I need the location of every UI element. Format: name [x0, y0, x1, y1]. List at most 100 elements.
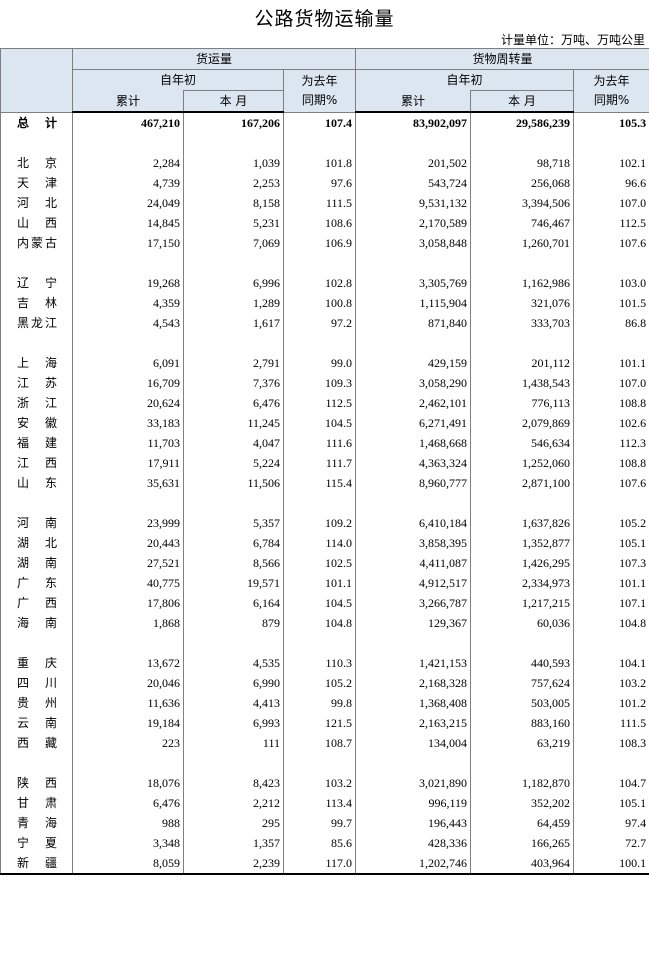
value-cell: 107.6 — [573, 233, 649, 253]
empty-cell — [72, 333, 184, 353]
row-name: 云 南 — [17, 716, 57, 730]
header-cell: 本 月 — [183, 90, 284, 113]
value-cell: 20,624 — [72, 393, 184, 413]
value-cell: 101.5 — [573, 293, 649, 313]
row-name: 青 海 — [17, 816, 57, 830]
value-cell: 256,068 — [470, 173, 575, 193]
table-row: 河 南 23,999 5,357 109.2 6,410,184 1,637,826 105… — [0, 513, 649, 533]
empty-cell — [573, 333, 649, 353]
value-cell: 201,112 — [470, 353, 575, 373]
row-name: 广 西 — [17, 596, 57, 610]
row-name: 四 川 — [17, 676, 57, 690]
empty-cell — [0, 333, 73, 353]
value-cell: 4,535 — [183, 653, 284, 673]
value-cell: 97.6 — [282, 173, 357, 193]
value-cell: 100.1 — [573, 853, 649, 875]
value-cell: 1,438,543 — [470, 373, 575, 393]
value-cell: 19,571 — [183, 573, 284, 593]
value-cell: 104.5 — [282, 413, 357, 433]
table-row: 江 西 17,911 5,224 111.7 4,363,324 1,252,060 108… — [0, 453, 649, 473]
name-cell: 四 川 — [0, 673, 73, 693]
empty-cell — [0, 753, 73, 773]
row-name: 江 苏 — [17, 376, 57, 390]
table-row: 广 东 40,775 19,571 101.1 4,912,517 2,334,973 10… — [0, 573, 649, 593]
value-cell: 6,476 — [72, 793, 184, 813]
empty-cell — [72, 253, 184, 273]
empty-cell — [470, 133, 575, 153]
value-cell: 104.8 — [282, 613, 357, 633]
table-row: 湖 北 20,443 6,784 114.0 3,858,395 1,352,877 105… — [0, 533, 649, 553]
row-name: 上 海 — [17, 356, 57, 370]
table-row: 陕 西 18,076 8,423 103.2 3,021,890 1,182,870 104… — [0, 773, 649, 793]
row-name: 黑龙江 — [17, 316, 57, 330]
value-cell: 105.1 — [573, 533, 649, 553]
value-cell: 6,271,491 — [355, 413, 472, 433]
value-cell: 6,993 — [183, 713, 284, 733]
value-cell: 115.4 — [282, 473, 357, 493]
value-cell: 33,183 — [72, 413, 184, 433]
empty-cell — [355, 633, 472, 653]
value-cell: 121.5 — [282, 713, 357, 733]
value-cell: 111.5 — [282, 193, 357, 213]
value-cell: 112.3 — [573, 433, 649, 453]
value-cell: 107.3 — [573, 553, 649, 573]
name-cell: 山 东 — [0, 473, 73, 493]
value-cell: 1,202,746 — [355, 853, 472, 875]
empty-cell — [470, 753, 575, 773]
name-cell: 黑龙江 — [0, 313, 73, 333]
header-line: 同期% — [301, 92, 338, 107]
value-cell: 107.1 — [573, 593, 649, 613]
value-cell: 8,059 — [72, 853, 184, 875]
value-cell: 6,996 — [183, 273, 284, 293]
row-name: 甘 肃 — [17, 796, 57, 810]
table-row: 天 津 4,739 2,253 97.6 543,724 256,068 96.6 — [0, 173, 649, 193]
empty-cell — [72, 133, 184, 153]
table-row: 重 庆 13,672 4,535 110.3 1,421,153 440,593 104.1 — [0, 653, 649, 673]
value-cell: 2,791 — [183, 353, 284, 373]
empty-cell — [0, 253, 73, 273]
value-cell: 5,231 — [183, 213, 284, 233]
value-cell: 100.8 — [282, 293, 357, 313]
value-cell: 101.1 — [282, 573, 357, 593]
row-name: 宁 夏 — [17, 836, 57, 850]
table-row: 辽 宁 19,268 6,996 102.8 3,305,769 1,162,986 103… — [0, 273, 649, 293]
value-cell: 883,160 — [470, 713, 575, 733]
name-cell: 青 海 — [0, 813, 73, 833]
empty-cell — [183, 133, 284, 153]
value-cell: 1,617 — [183, 313, 284, 333]
value-cell: 4,413 — [183, 693, 284, 713]
value-cell: 107.0 — [573, 193, 649, 213]
value-cell: 103.2 — [573, 673, 649, 693]
spacer-row — [0, 253, 649, 273]
value-cell: 3,348 — [72, 833, 184, 853]
title: 公路货物运输量 — [254, 8, 395, 30]
name-cell: 江 苏 — [0, 373, 73, 393]
empty-cell — [355, 333, 472, 353]
group-header: 货运量 — [71, 48, 357, 70]
value-cell: 1,426,295 — [470, 553, 575, 573]
name-cell: 海 南 — [0, 613, 73, 633]
value-cell: 102.5 — [282, 553, 357, 573]
value-cell: 108.6 — [282, 213, 357, 233]
row-name: 湖 北 — [17, 536, 57, 550]
value-cell: 1,868 — [72, 613, 184, 633]
value-cell: 101.8 — [282, 153, 357, 173]
value-cell: 167,206 — [183, 112, 284, 133]
name-cell: 河 北 — [0, 193, 73, 213]
empty-cell — [0, 633, 73, 653]
empty-cell — [183, 253, 284, 273]
row-name: 西 藏 — [17, 736, 57, 750]
empty-cell — [355, 133, 472, 153]
row-name: 重 庆 — [17, 656, 57, 670]
value-cell: 110.3 — [282, 653, 357, 673]
value-cell: 1,289 — [183, 293, 284, 313]
value-cell: 5,224 — [183, 453, 284, 473]
row-name: 广 东 — [17, 576, 57, 590]
value-cell: 112.5 — [282, 393, 357, 413]
row-name: 天 津 — [17, 176, 57, 190]
value-cell: 40,775 — [72, 573, 184, 593]
value-cell: 104.5 — [282, 593, 357, 613]
value-cell: 223 — [72, 733, 184, 753]
empty-cell — [282, 333, 357, 353]
value-cell: 3,058,290 — [355, 373, 472, 393]
